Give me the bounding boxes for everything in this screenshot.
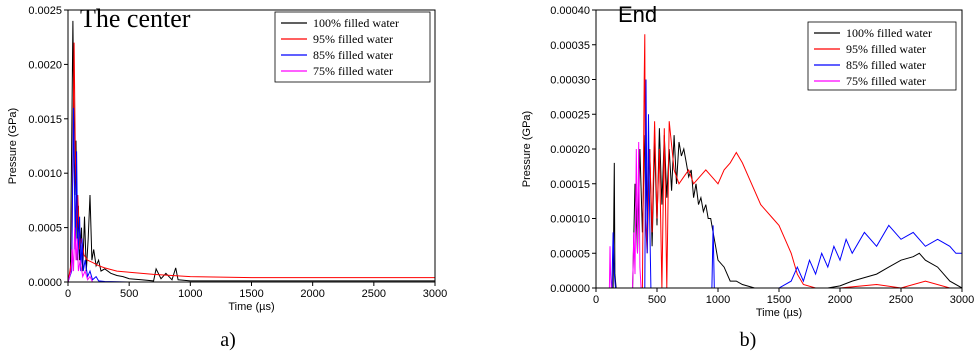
- y-tick-label: 0.0020: [28, 59, 62, 71]
- x-tick-label: 1000: [178, 288, 202, 300]
- y-tick-label: 0.0025: [28, 5, 62, 17]
- x-tick-label: 2000: [828, 294, 852, 306]
- y-tick-label: 0.00020: [550, 144, 590, 156]
- y-axis-label: Pressure (GPa): [7, 108, 19, 184]
- x-tick-label: 3000: [423, 288, 447, 300]
- x-tick-label: 2500: [362, 288, 386, 300]
- y-tick-label: 0.0015: [28, 114, 62, 126]
- x-tick-label: 1500: [767, 294, 791, 306]
- x-axis-label: Time (µs): [756, 307, 802, 319]
- series-line-4: [596, 141, 962, 288]
- chart-title: End: [618, 2, 657, 27]
- legend-entry: 100% filled water: [313, 16, 399, 30]
- y-tick-label: 0.00030: [550, 75, 590, 87]
- series-group: [596, 34, 962, 288]
- y-tick-label: 0.00010: [550, 214, 590, 226]
- x-tick-label: 2500: [889, 294, 913, 306]
- legend-entry: 75% filled water: [846, 74, 926, 88]
- y-tick-label: 0.0010: [28, 168, 62, 180]
- x-tick-label: 0: [593, 294, 599, 306]
- y-tick-label: 0.0000: [28, 277, 62, 289]
- y-tick-label: 0.00035: [550, 40, 590, 52]
- y-tick-label: 0.00040: [550, 5, 590, 17]
- chart-title: The center: [80, 4, 191, 33]
- legend-entry: 100% filled water: [846, 26, 932, 40]
- legend: 100% filled water 95% filled water 85% fil…: [274, 11, 431, 83]
- series-line-1: [596, 128, 962, 288]
- y-tick-label: 0.00000: [550, 283, 590, 295]
- x-tick-label: 500: [120, 288, 138, 300]
- x-tick-label: 0: [65, 288, 71, 300]
- legend-entry: 95% filled water: [313, 32, 393, 46]
- chart-panel-b: 0 500 1000 1500 2000 2500 3000 0.00000 0.00005 0.…: [521, 2, 974, 351]
- legend-entry: 95% filled water: [846, 42, 926, 56]
- legend-entry: 85% filled water: [846, 58, 926, 72]
- panel-caption: a): [220, 329, 236, 351]
- legend: 100% filled water 95% filled water 85% fil…: [807, 21, 957, 91]
- y-tick-label: 0.00005: [550, 248, 590, 260]
- x-tick-label: 2000: [300, 288, 324, 300]
- y-tick-label: 0.00015: [550, 179, 590, 191]
- x-tick-label: 1000: [706, 294, 730, 306]
- y-axis-label: Pressure (GPa): [521, 111, 533, 187]
- x-axis-label: Time (µs): [228, 301, 274, 313]
- series-group: [68, 20, 435, 282]
- series-line-3: [68, 107, 435, 282]
- series-line-2: [68, 42, 435, 282]
- x-tick-label: 3000: [950, 294, 974, 306]
- series-line-2: [596, 34, 962, 288]
- panel-caption: b): [740, 329, 757, 351]
- legend-entry: 85% filled water: [313, 48, 393, 62]
- legend-box: [274, 11, 431, 83]
- x-tick-label: 1500: [239, 288, 263, 300]
- series-line-4: [68, 227, 435, 282]
- chart-panel-a: 0 500 1000 1500 2000 2500 3000 0.0000 0.0005 0.00…: [7, 4, 447, 351]
- legend-entry: 75% filled water: [313, 64, 393, 78]
- x-tick-label: 500: [648, 294, 666, 306]
- y-tick-label: 0.00025: [550, 109, 590, 121]
- series-line-3: [596, 79, 962, 288]
- y-tick-label: 0.0005: [28, 223, 62, 235]
